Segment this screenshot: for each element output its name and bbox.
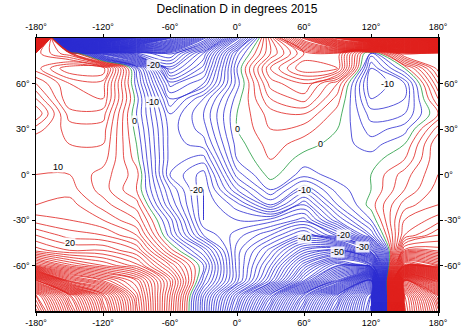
svg-text:-30°: -30° (13, 215, 30, 225)
svg-text:-120°: -120° (92, 318, 114, 328)
svg-text:60°: 60° (297, 22, 311, 32)
svg-text:Declination D in degrees 2015: Declination D in degrees 2015 (157, 2, 318, 16)
svg-text:0: 0 (318, 139, 323, 149)
svg-text:-10: -10 (381, 79, 394, 89)
svg-text:30°: 30° (444, 124, 458, 134)
svg-text:-20: -20 (337, 230, 350, 240)
svg-text:-10: -10 (146, 97, 159, 107)
svg-text:0°: 0° (233, 22, 242, 32)
svg-text:-60°: -60° (13, 261, 30, 271)
svg-text:30°: 30° (16, 124, 30, 134)
svg-text:-40: -40 (298, 233, 311, 243)
svg-text:10: 10 (53, 162, 63, 172)
svg-text:60°: 60° (444, 79, 458, 89)
svg-text:-20: -20 (190, 185, 203, 195)
svg-text:-20: -20 (147, 60, 160, 70)
svg-text:0°: 0° (21, 170, 30, 180)
svg-text:-120°: -120° (92, 22, 114, 32)
svg-text:-60°: -60° (162, 318, 179, 328)
svg-text:180°: 180° (429, 22, 448, 32)
svg-text:-60°: -60° (444, 261, 461, 271)
svg-text:20: 20 (65, 238, 75, 248)
svg-text:-60°: -60° (162, 22, 179, 32)
svg-text:-50: -50 (331, 247, 344, 257)
svg-text:0°: 0° (233, 318, 242, 328)
svg-text:120°: 120° (362, 318, 381, 328)
svg-text:60°: 60° (297, 318, 311, 328)
svg-text:-30: -30 (356, 242, 369, 252)
svg-text:0: 0 (132, 116, 137, 126)
svg-text:-180°: -180° (25, 22, 47, 32)
svg-text:180°: 180° (429, 318, 448, 328)
svg-text:60°: 60° (16, 79, 30, 89)
svg-text:0°: 0° (444, 170, 453, 180)
svg-text:120°: 120° (362, 22, 381, 32)
svg-text:-180°: -180° (25, 318, 47, 328)
svg-text:-30°: -30° (444, 215, 461, 225)
svg-text:-10: -10 (298, 185, 311, 195)
svg-text:0: 0 (235, 124, 240, 134)
